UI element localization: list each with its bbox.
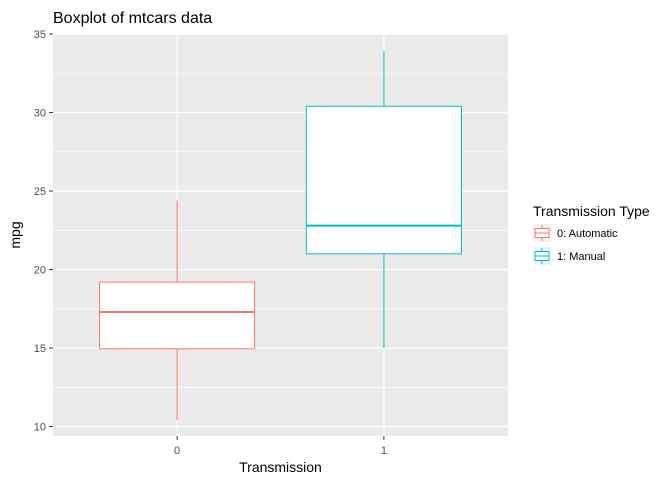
x-tick-label: 1 <box>381 445 387 457</box>
box-1 <box>305 51 462 349</box>
y-axis-title: mpg <box>7 221 23 248</box>
legend-title: Transmission Type <box>533 203 650 219</box>
boxes-layer <box>99 51 462 421</box>
y-tick-label: 15 <box>34 343 46 355</box>
y-tick-label: 20 <box>34 265 46 277</box>
x-tick-label: 0 <box>174 445 180 457</box>
chart-title: Boxplot of mtcars data <box>53 10 212 27</box>
legend-label: 1: Manual <box>557 251 605 263</box>
y-tick-label: 30 <box>34 108 46 120</box>
legend-entry: 0: Automatic <box>533 224 618 242</box>
y-tick-label: 35 <box>34 29 46 41</box>
y-tick-label: 10 <box>34 422 46 434</box>
y-axis: 10 15 20 25 30 35 <box>34 29 53 434</box>
box-iqr <box>99 281 256 350</box>
box-iqr <box>305 105 462 255</box>
box-0 <box>99 200 256 421</box>
legend-entry: 1: Manual <box>533 247 605 265</box>
legend-label: 0: Automatic <box>557 228 618 240</box>
legend: Transmission Type 0: Automatic 1: Manual <box>533 203 650 265</box>
y-tick-label: 25 <box>34 186 46 198</box>
x-axis-title: Transmission <box>239 459 322 475</box>
